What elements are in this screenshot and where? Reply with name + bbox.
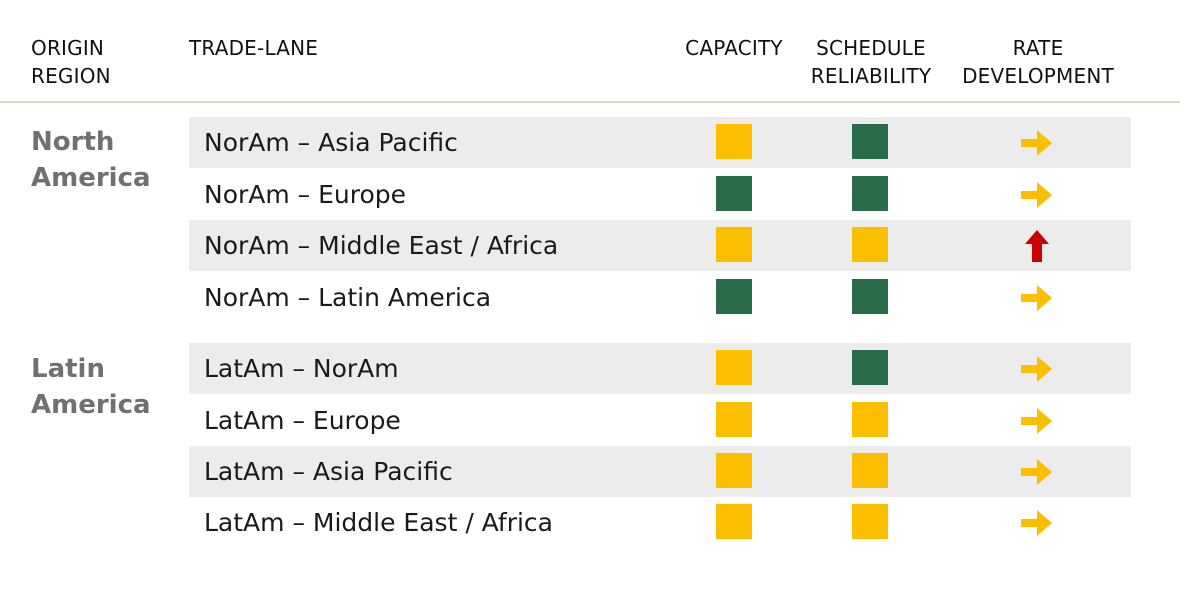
capacity-indicator [716, 504, 752, 539]
schedule-reliability-indicator [852, 176, 888, 211]
trade-lane-name: LatAm – Europe [204, 406, 401, 435]
capacity-indicator [716, 124, 752, 159]
table-row: NorAm – Latin America [189, 272, 1131, 323]
table-row: LatAm – Asia Pacific [189, 446, 1131, 497]
rate-stable-arrow-icon [1021, 130, 1052, 156]
capacity-indicator [716, 350, 752, 385]
schedule-reliability-indicator [852, 350, 888, 385]
header-trade-lane: TRADE-LANE [189, 36, 319, 60]
schedule-reliability-indicator [852, 402, 888, 437]
rate-stable-arrow-icon [1021, 356, 1052, 382]
capacity-indicator [716, 227, 752, 262]
schedule-reliability-indicator [852, 453, 888, 488]
rate-stable-arrow-icon [1021, 285, 1052, 311]
header-origin-region: ORIGIN REGION [31, 36, 111, 88]
trade-lane-name: LatAm – Middle East / Africa [204, 508, 553, 537]
schedule-reliability-indicator [852, 504, 888, 539]
table-row: NorAm – Middle East / Africa [189, 220, 1131, 271]
trade-lane-name: LatAm – Asia Pacific [204, 457, 453, 486]
table-row: LatAm – Europe [189, 395, 1131, 446]
schedule-reliability-indicator [852, 227, 888, 262]
table-row: NorAm – Asia Pacific [189, 117, 1131, 168]
header-rate-development: RATE DEVELOPMENT [962, 36, 1114, 88]
region-label: North America [31, 127, 151, 193]
trade-lane-name: NorAm – Latin America [204, 283, 492, 312]
trade-lane-name: LatAm – NorAm [204, 354, 399, 383]
rate-stable-arrow-icon [1021, 510, 1052, 536]
rate-stable-arrow-icon [1021, 182, 1052, 208]
capacity-indicator [716, 402, 752, 437]
trade-lane-name: NorAm – Middle East / Africa [204, 231, 559, 260]
schedule-reliability-indicator [852, 279, 888, 314]
rate-stable-arrow-icon [1021, 459, 1052, 485]
capacity-indicator [716, 176, 752, 211]
capacity-indicator [716, 279, 752, 314]
region-label: Latin America [31, 354, 151, 420]
header-divider [0, 101, 1180, 103]
table-row: NorAm – Europe [189, 169, 1131, 220]
trade-lane-name: NorAm – Europe [204, 180, 407, 209]
table-row: LatAm – NorAm [189, 343, 1131, 394]
rate-up-arrow-icon [1025, 230, 1049, 262]
capacity-indicator [716, 453, 752, 488]
table-row: LatAm – Middle East / Africa [189, 497, 1131, 548]
schedule-reliability-indicator [852, 124, 888, 159]
header-schedule-reliability: SCHEDULE RELIABILITY [810, 36, 932, 88]
header-capacity: CAPACITY [685, 36, 783, 60]
rate-stable-arrow-icon [1021, 408, 1052, 434]
trade-lane-name: NorAm – Asia Pacific [204, 128, 458, 157]
